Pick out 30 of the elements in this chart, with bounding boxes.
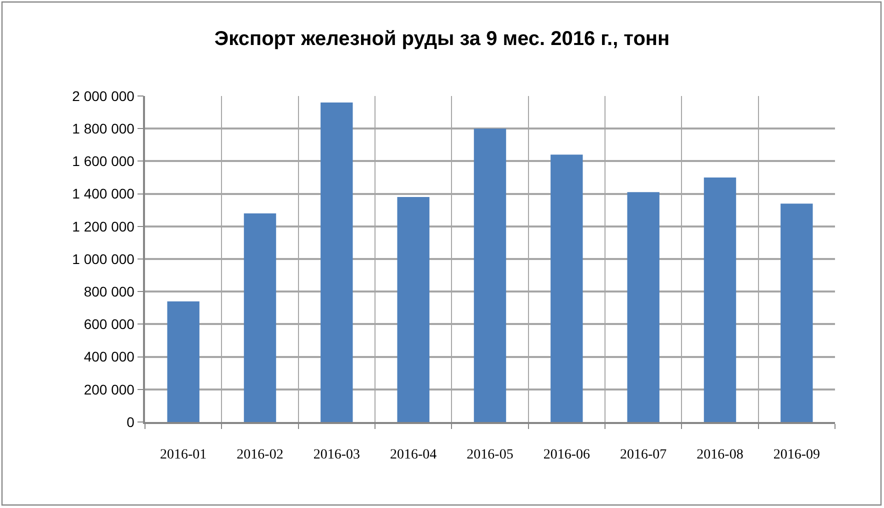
y-tick-label: 1 800 000 [72,120,135,136]
bar [550,154,583,422]
y-tick-label: 200 000 [84,381,135,398]
bar [167,301,200,422]
x-tick-label: 2016-08 [696,448,744,463]
y-tick-label: 2 000 000 [72,88,135,104]
y-tick-label: 400 000 [84,348,135,365]
y-tick-label: 1 200 000 [72,218,135,234]
chart-title: Экспорт железной руды за 9 мес. 2016 г., тонн [214,28,670,50]
x-tick-label: 2016-03 [313,448,360,463]
x-tick-label: 2016-01 [160,448,207,463]
y-tick-label: 600 000 [84,316,135,332]
x-tick-label: 2016-07 [620,448,667,463]
y-tick-label: 0 [126,414,135,430]
bar [244,213,276,422]
bar [704,178,736,422]
y-tick-label: 1 000 000 [72,250,135,267]
x-tick-label: 2016-04 [390,448,437,463]
y-tick-label: 1 600 000 [72,153,135,170]
x-tick-label: 2016-06 [543,448,590,463]
bar [474,128,506,422]
bar [780,204,813,422]
y-tick-label: 1 400 000 [72,186,135,202]
bar [320,102,353,422]
bar [627,192,660,422]
x-tick-label: 2016-05 [466,448,514,463]
x-tick-label: 2016-09 [773,448,820,463]
y-tick-label: 800 000 [84,284,135,300]
x-tick-label: 2016-02 [236,448,284,463]
bar [397,197,430,422]
